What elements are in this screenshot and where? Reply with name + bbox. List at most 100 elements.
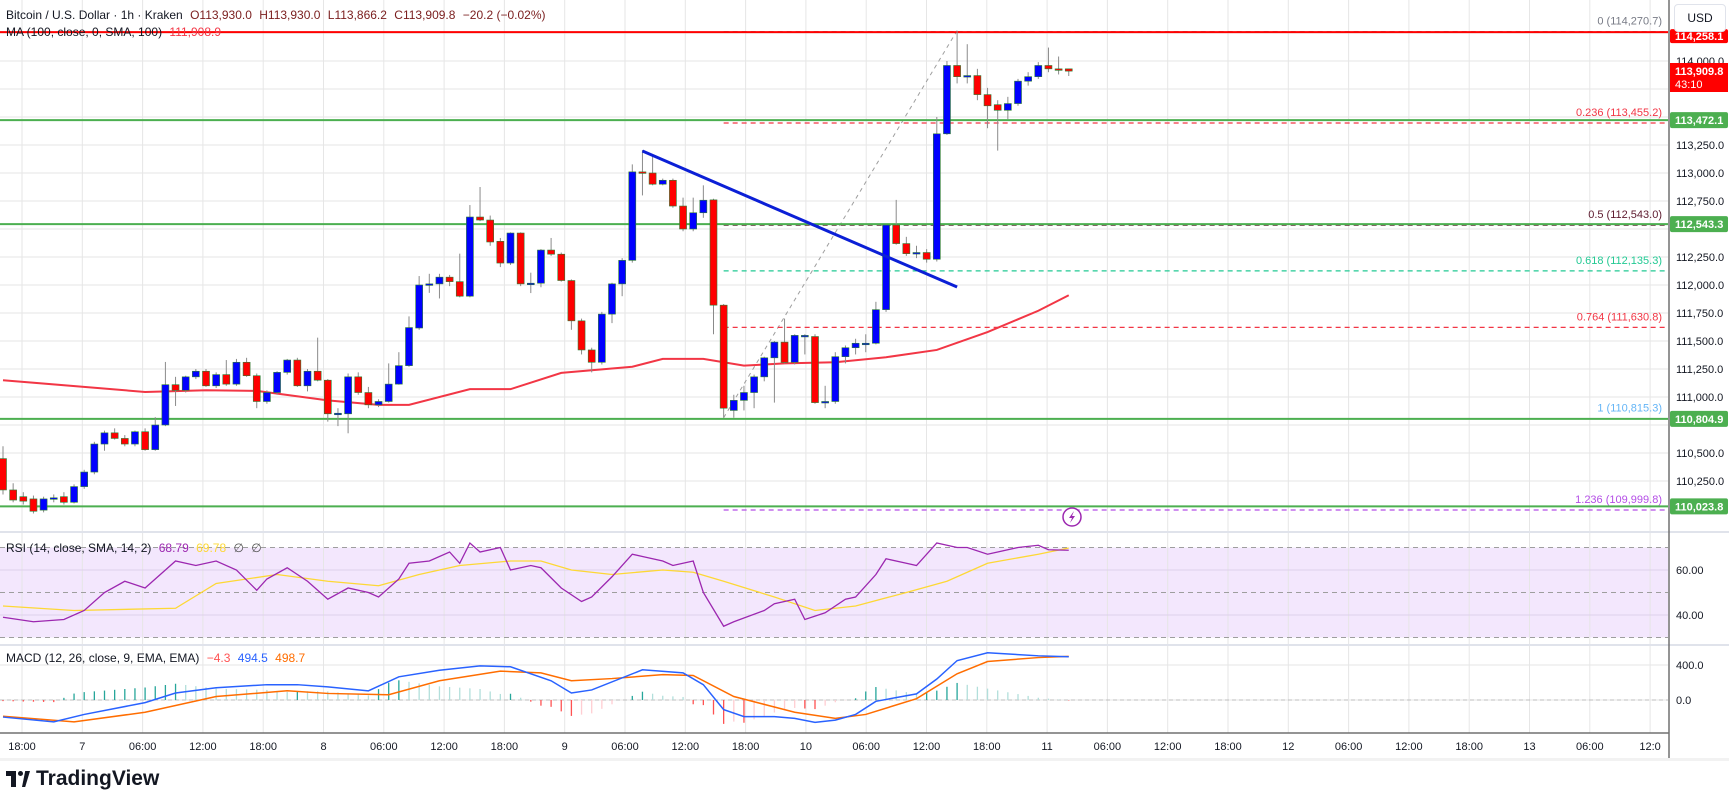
candle-body <box>598 313 606 363</box>
candle-body <box>313 370 322 381</box>
support-price-badge[interactable]: 112,543.3 <box>1670 216 1728 233</box>
candle <box>872 301 880 345</box>
candle-body <box>618 260 626 285</box>
symbol-title[interactable]: Bitcoin / U.S. Dollar · 1h · Kraken <box>6 8 183 22</box>
candle-body <box>526 282 535 286</box>
candle-body <box>1034 65 1043 77</box>
candle-body <box>587 349 596 363</box>
fib-level-label: 1 (110,815.3) <box>1597 403 1662 415</box>
candle <box>252 373 261 409</box>
price-axis-tick: 111,250.0 <box>1676 364 1723 376</box>
rsi-label: RSI (14, close, SMA, 14, 2) <box>6 541 152 555</box>
candle-body <box>293 359 302 387</box>
candle <box>709 198 718 335</box>
candle <box>496 237 505 268</box>
candle-body <box>882 224 890 310</box>
candle <box>192 369 200 380</box>
candle <box>506 232 515 265</box>
candle-body <box>344 376 352 415</box>
candle-body <box>577 320 586 351</box>
candle-body <box>892 224 901 244</box>
candle-body <box>222 374 231 385</box>
rsi-legend[interactable]: RSI (14, close, SMA, 14, 2) 68.79 69.78 … <box>6 541 266 555</box>
candle <box>770 341 779 403</box>
price-axis-tick: 112,750.0 <box>1676 196 1724 208</box>
candle <box>516 232 525 287</box>
macd-signal-line <box>2 655 1069 723</box>
candle-body <box>19 496 28 502</box>
symbol-legend: Bitcoin / U.S. Dollar · 1h · Kraken O113… <box>6 8 550 22</box>
rsi-na-2: ∅ <box>251 541 262 555</box>
support-price-badge[interactable]: 110,023.8 <box>1670 498 1728 515</box>
candle <box>669 178 677 208</box>
candle <box>801 334 809 355</box>
price-axis-tick: 112,000.0 <box>1676 280 1724 292</box>
time-axis-label: 18:00 <box>8 741 36 753</box>
fib-level-label: 0.236 (113,455.2) <box>1576 107 1662 119</box>
candle-body <box>729 400 738 411</box>
candle-body <box>516 232 525 285</box>
candle-body <box>780 341 789 363</box>
support-price-badge[interactable]: 113,472.1 <box>1670 112 1728 129</box>
time-axis-label: 06:00 <box>852 741 880 753</box>
time-axis-label: 18:00 <box>732 741 760 753</box>
candle-body <box>1014 80 1022 104</box>
candle <box>445 274 454 287</box>
candle <box>49 494 58 503</box>
candle <box>892 199 901 245</box>
candle <box>151 417 160 451</box>
candle-body <box>790 335 799 363</box>
fib-level-label: 0.5 (112,543.0) <box>1588 209 1662 221</box>
candle <box>841 345 850 364</box>
current-price-badge-bg <box>1670 63 1728 92</box>
candle-body <box>628 171 637 261</box>
candle-body <box>648 172 657 185</box>
current-price-badge[interactable]: 113,909.843:10 <box>1670 63 1728 92</box>
candle <box>577 318 586 355</box>
candle-body <box>689 212 698 230</box>
candle-body <box>486 219 495 243</box>
candle <box>425 273 434 293</box>
candle-body <box>973 75 982 95</box>
lightning-icon[interactable] <box>1062 507 1082 527</box>
time-axis-label: 7 <box>79 741 85 753</box>
candle-body <box>425 283 434 286</box>
macd-axis-tick: 400.0 <box>1676 660 1704 672</box>
resistance-price-badge[interactable]: 114,258.1 <box>1670 29 1728 44</box>
tradingview-logo[interactable]: TradingView <box>6 767 159 791</box>
descending-trendline[interactable] <box>641 149 958 289</box>
candle <box>323 379 332 422</box>
price-axis-tick: 111,000.0 <box>1676 392 1723 404</box>
time-axis-label: 06:00 <box>611 741 639 753</box>
ma-legend[interactable]: MA (100, close, 0, SMA, 100) 111,908.9 <box>6 25 225 39</box>
price-axis-tick: 111,500.0 <box>1676 336 1723 348</box>
macd-label: MACD (12, 26, close, 9, EMA, EMA) <box>6 651 200 665</box>
candle <box>476 187 484 222</box>
support-price-badge-text: 110,023.8 <box>1675 501 1723 513</box>
support-price-badge-text: 112,543.3 <box>1675 219 1723 231</box>
candle-body <box>70 486 78 503</box>
candle <box>658 178 667 186</box>
support-price-badge-bg <box>1670 112 1728 129</box>
price-axis-tick: 113,000.0 <box>1676 168 1724 180</box>
candle-body <box>273 372 281 393</box>
price-axis-tick: 111,750.0 <box>1676 308 1723 320</box>
candle-body <box>658 179 667 185</box>
candle-body <box>496 241 505 264</box>
candle-body <box>161 384 170 426</box>
candle <box>90 441 99 475</box>
candle <box>141 428 149 451</box>
candle <box>171 376 180 406</box>
ohlc-close: C113,909.8 <box>394 8 456 22</box>
candle <box>313 337 322 382</box>
currency-button[interactable]: USD <box>1674 4 1726 32</box>
candle-body <box>212 374 220 387</box>
ohlc-open: O113,930.0 <box>190 8 252 22</box>
candle <box>831 352 840 404</box>
candle-body <box>466 216 474 297</box>
rsi-na-1: ∅ <box>233 541 244 555</box>
support-price-badge[interactable]: 110,804.9 <box>1670 410 1728 427</box>
candle-body <box>740 392 748 401</box>
macd-legend[interactable]: MACD (12, 26, close, 9, EMA, EMA) −4.3 4… <box>6 651 309 665</box>
